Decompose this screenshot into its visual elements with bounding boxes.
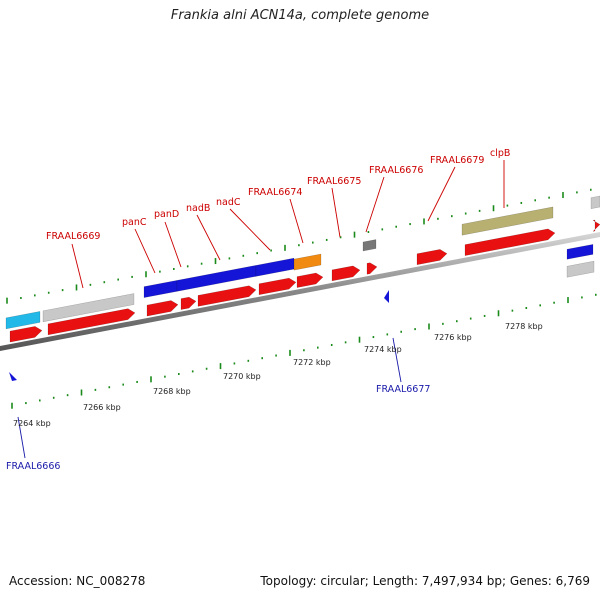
scale-label-7276: 7276 kbp bbox=[434, 333, 472, 342]
tick-row-lower bbox=[11, 293, 597, 409]
leader-FRAAL6666 bbox=[17, 416, 26, 459]
accession-text: Accession: NC_008278 bbox=[9, 574, 146, 588]
map-title: Frankia alni ACN14a, complete genome bbox=[170, 8, 430, 23]
marker-triangle-1 bbox=[9, 372, 17, 381]
gene-label-FRAAL6677[interactable]: FRAAL6677 bbox=[376, 384, 430, 395]
feature-olive bbox=[461, 206, 554, 236]
feature-track bbox=[0, 195, 600, 381]
cds-11 bbox=[464, 228, 556, 256]
gene-label-nadC[interactable]: nadC bbox=[216, 197, 241, 208]
leader-top-6 bbox=[331, 187, 341, 238]
gene-label-nadB[interactable]: nadB bbox=[186, 203, 210, 214]
leader-top-2 bbox=[164, 221, 182, 268]
leader-top-7 bbox=[365, 176, 385, 233]
cds-3 bbox=[146, 300, 179, 317]
feature-gray-reverse bbox=[566, 260, 595, 278]
leader-top-4 bbox=[229, 208, 271, 251]
gene-label-FRAAL6676[interactable]: FRAAL6676 bbox=[369, 165, 423, 176]
gene-label-FRAAL6675[interactable]: FRAAL6675 bbox=[307, 176, 361, 187]
scale-label-7274: 7274 kbp bbox=[364, 345, 402, 354]
feature-orange bbox=[293, 253, 322, 271]
cds-8 bbox=[331, 265, 361, 282]
gene-label-FRAAL6669[interactable]: FRAAL6669 bbox=[46, 231, 100, 242]
leader-top-3 bbox=[196, 214, 221, 261]
feature-gray-2 bbox=[590, 195, 600, 210]
backbone bbox=[0, 232, 600, 351]
gene-label-clpB[interactable]: clpB bbox=[490, 148, 510, 159]
cds-5 bbox=[197, 285, 257, 307]
marker-triangle-2 bbox=[384, 290, 389, 303]
cds-7 bbox=[296, 272, 324, 288]
gene-label-panC[interactable]: panC bbox=[122, 217, 147, 228]
leader-top-1 bbox=[134, 228, 156, 274]
feature-dark-gray bbox=[362, 239, 377, 252]
gene-label-FRAAL6679[interactable]: FRAAL6679 bbox=[430, 155, 484, 166]
cds-1 bbox=[9, 326, 43, 343]
scale-label-7278: 7278 kbp bbox=[505, 322, 543, 331]
cds-4 bbox=[180, 296, 197, 310]
tick-row-upper bbox=[6, 188, 592, 304]
scale-label-7268: 7268 kbp bbox=[153, 387, 191, 396]
feature-blue-3 bbox=[255, 257, 295, 277]
feature-cyan bbox=[5, 311, 41, 330]
gene-label-FRAAL6674[interactable]: FRAAL6674 bbox=[248, 187, 302, 198]
leader-top-0 bbox=[71, 243, 84, 289]
cds-6 bbox=[258, 277, 297, 296]
genome-summary-text: Topology: circular; Length: 7,497,934 bp… bbox=[260, 574, 590, 588]
scale-label-7266: 7266 kbp bbox=[83, 403, 121, 412]
cds-2 bbox=[47, 308, 136, 336]
gene-label-FRAAL6666[interactable]: FRAAL6666 bbox=[6, 461, 60, 472]
cds-10 bbox=[416, 249, 448, 266]
cds-9 bbox=[366, 262, 378, 275]
leader-FRAAL6677 bbox=[392, 337, 402, 383]
leader-top-8 bbox=[427, 166, 456, 222]
scale-label-7270: 7270 kbp bbox=[223, 372, 261, 381]
feature-blue-reverse bbox=[566, 244, 594, 260]
leader-top-5 bbox=[289, 198, 304, 244]
scale-label-7264: 7264 kbp bbox=[13, 419, 51, 428]
gene-label-panD[interactable]: panD bbox=[154, 209, 179, 220]
label-leader-lines bbox=[17, 160, 505, 459]
feature-gray-1 bbox=[42, 293, 135, 323]
feature-blue-1 bbox=[143, 280, 178, 298]
scale-label-7272: 7272 kbp bbox=[293, 358, 331, 367]
cds-12 bbox=[592, 219, 600, 232]
